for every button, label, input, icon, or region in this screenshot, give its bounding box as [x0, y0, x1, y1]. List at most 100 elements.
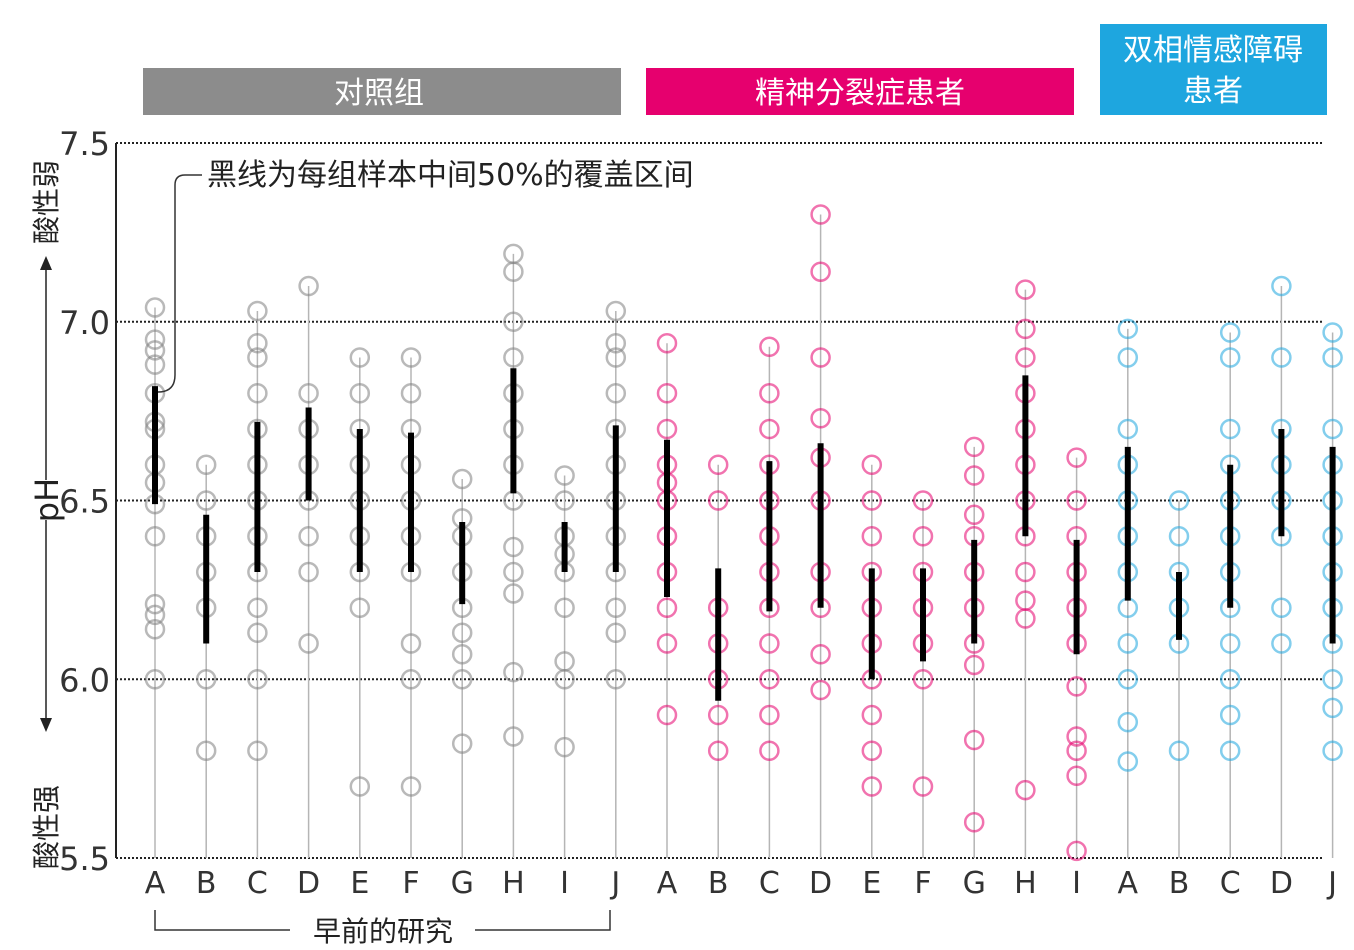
- data-point: [861, 454, 883, 475]
- data-point: [400, 633, 422, 654]
- bipolar-header-label-line2: 患者: [1183, 74, 1243, 109]
- data-point: [400, 347, 422, 368]
- data-point: [1168, 490, 1190, 511]
- data-point: [503, 583, 524, 604]
- data-point: [1117, 633, 1139, 654]
- data-point: [912, 669, 934, 690]
- data-point: [144, 604, 166, 626]
- control-header-box: [143, 68, 621, 115]
- data-point: [963, 504, 985, 526]
- data-point: [656, 383, 678, 404]
- data-point: [1015, 318, 1036, 340]
- data-point: [144, 354, 166, 375]
- data-point: [707, 704, 729, 726]
- bipolar-header-box: [1100, 24, 1327, 115]
- data-point: [503, 536, 524, 558]
- control-header-label: 对照组: [334, 76, 424, 111]
- y-bottom-label: 酸性强: [30, 785, 63, 869]
- data-point: [963, 729, 985, 751]
- data-point: [605, 383, 627, 404]
- data-point: [1117, 347, 1139, 368]
- data-point: [759, 418, 780, 440]
- y-axis-label: pH: [28, 478, 66, 522]
- data-point: [1066, 765, 1087, 787]
- x-tick-label: J: [1326, 866, 1337, 901]
- data-point: [861, 490, 883, 511]
- data-point: [1219, 669, 1241, 690]
- x-tick-label: G: [451, 866, 474, 901]
- data-point: [247, 332, 268, 354]
- data-point: [963, 812, 985, 833]
- data-point: [605, 622, 627, 644]
- data-point: [349, 776, 371, 797]
- data-point: [1322, 347, 1343, 368]
- data-point: [1015, 561, 1036, 583]
- data-point: [400, 669, 422, 690]
- data-point: [298, 526, 319, 547]
- x-tick-label: A: [145, 866, 166, 901]
- category-stems: [154, 214, 1334, 858]
- x-tick-label: J: [609, 866, 620, 901]
- data-point: [349, 597, 371, 618]
- data-point: [810, 347, 831, 368]
- data-point: [861, 740, 883, 761]
- data-point: [195, 669, 217, 690]
- data-point: [810, 408, 831, 429]
- data-point: [144, 297, 166, 318]
- data-point: [656, 704, 678, 726]
- x-tick-label: C: [1220, 866, 1241, 901]
- data-point: [451, 468, 473, 490]
- data-point: [656, 633, 678, 654]
- data-point: [759, 669, 780, 690]
- data-point: [1117, 669, 1139, 690]
- data-point: [247, 597, 268, 618]
- x-tick-label: D: [809, 866, 832, 901]
- x-tick-label: B: [1169, 866, 1190, 901]
- data-point: [247, 740, 268, 761]
- data-point: [1117, 318, 1139, 340]
- data-point: [963, 465, 985, 486]
- earlier-studies-bracket: [154, 910, 611, 931]
- data-point: [195, 490, 217, 511]
- data-point: [1117, 418, 1139, 440]
- data-point: [1271, 275, 1292, 297]
- data-point: [1219, 322, 1241, 343]
- data-point: [1066, 840, 1087, 862]
- annotation-text: 黑线为每组样本中间50%的覆盖区间: [207, 158, 694, 193]
- data-point: [912, 526, 934, 547]
- data-point: [298, 633, 319, 654]
- data-point: [810, 204, 831, 225]
- x-tick-label: C: [247, 866, 268, 901]
- data-point: [298, 561, 319, 583]
- data-point: [963, 436, 985, 458]
- data-point: [605, 669, 627, 690]
- data-point: [1271, 347, 1292, 368]
- annotation-leader-line: [157, 174, 202, 393]
- data-point: [707, 740, 729, 761]
- data-point: [298, 383, 319, 404]
- schizophrenia-header-box: [646, 68, 1074, 115]
- data-point: [503, 726, 524, 747]
- x-tick-label: E: [862, 866, 881, 901]
- data-point: [605, 300, 627, 322]
- x-tick-label: G: [963, 866, 986, 901]
- y-tick-label: 6.0: [59, 661, 110, 699]
- x-tick-label: B: [196, 866, 217, 901]
- x-tick-label: H: [502, 866, 525, 901]
- data-point: [144, 526, 166, 547]
- data-point: [656, 332, 678, 354]
- data-point: [1322, 669, 1343, 690]
- data-point: [554, 465, 575, 486]
- data-point: [963, 654, 985, 676]
- data-point: [298, 275, 319, 297]
- data-point: [247, 347, 268, 368]
- data-point: [656, 597, 678, 618]
- data-point: [400, 776, 422, 797]
- data-point: [1117, 711, 1139, 733]
- data-point: [810, 679, 831, 701]
- data-point: [400, 383, 422, 404]
- y-tick-label: 5.5: [59, 840, 110, 878]
- y-up-arrow: [40, 256, 52, 480]
- x-tick-label: F: [402, 866, 419, 901]
- x-tick-label: C: [759, 866, 780, 901]
